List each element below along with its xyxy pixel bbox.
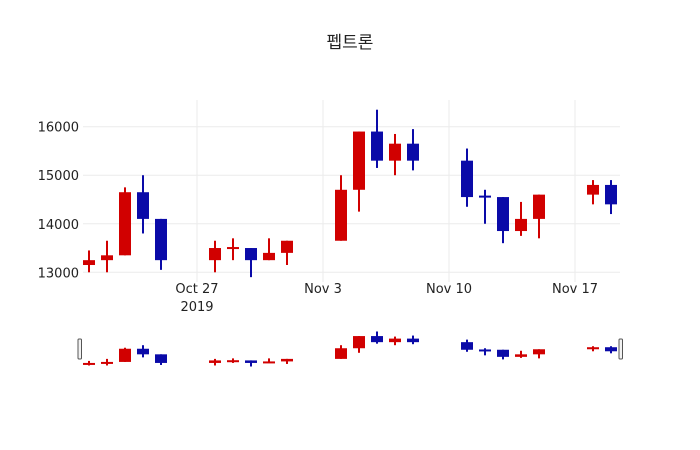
- candle-body: [245, 248, 257, 261]
- slider-candle-body: [119, 348, 131, 362]
- slider-candle-body: [587, 347, 599, 350]
- x-tick-label: Oct 27: [175, 282, 218, 297]
- x-tick-label: Nov 3: [304, 282, 342, 297]
- slider-candle-body: [245, 360, 257, 363]
- slider-candle-body: [263, 361, 275, 364]
- candle-body: [371, 131, 383, 161]
- slider-candle-body: [461, 342, 473, 350]
- slider-candle-body: [407, 338, 419, 343]
- slider-candle-body: [83, 362, 95, 365]
- x-axis: Oct 27 2019 Nov 3 Nov 10 Nov 17: [175, 282, 598, 315]
- slider-candle-body: [533, 349, 545, 355]
- slider-candle-body: [101, 361, 113, 364]
- candle-body: [119, 192, 131, 256]
- candle-body: [227, 247, 239, 250]
- candle-body: [281, 240, 293, 253]
- y-tick-label: 13000: [38, 266, 79, 281]
- candle-body: [209, 248, 221, 261]
- y-tick-label: 16000: [38, 121, 79, 136]
- candle-body: [389, 143, 401, 161]
- y-tick-label: 14000: [38, 218, 79, 233]
- candle-body: [263, 252, 275, 261]
- candle-body: [155, 218, 167, 261]
- gridlines: [83, 100, 620, 282]
- candle-body: [515, 218, 527, 232]
- candle-body: [587, 184, 599, 195]
- candle-body: [407, 143, 419, 161]
- candle-body: [137, 192, 149, 219]
- x-tick-label: Nov 17: [552, 282, 598, 297]
- slider-candle-body: [209, 360, 221, 363]
- range-slider[interactable]: [77, 331, 623, 367]
- main-plot[interactable]: [83, 109, 617, 278]
- slider-candle-body: [389, 338, 401, 343]
- slider-candle-body: [605, 347, 617, 352]
- slider-candle-body: [155, 354, 167, 363]
- candle-body: [353, 131, 365, 190]
- candle-body: [83, 260, 95, 266]
- slider-candle-body: [497, 349, 509, 357]
- chart-title: 펩트론: [327, 33, 374, 53]
- candle-body: [479, 195, 491, 198]
- candle-body: [461, 160, 473, 198]
- y-tick-label: 15000: [38, 169, 79, 184]
- slider-candle-body: [227, 360, 239, 363]
- range-slider-left-handle[interactable]: [77, 338, 82, 360]
- candle-body: [335, 189, 347, 241]
- slider-candle-body: [335, 348, 347, 359]
- candle-body: [533, 194, 545, 219]
- slider-candle-body: [353, 336, 365, 349]
- x-tick-year-label: 2019: [180, 300, 213, 315]
- slider-candle-body: [479, 349, 491, 352]
- range-slider-right-handle[interactable]: [618, 338, 623, 360]
- candle-body: [101, 255, 113, 261]
- candle-body: [605, 184, 617, 205]
- slider-candle-body: [281, 358, 293, 362]
- candle-body: [497, 197, 509, 232]
- slider-candle-body: [515, 354, 527, 357]
- y-axis: 13000 14000 15000 16000: [38, 121, 79, 282]
- slider-candle-body: [137, 348, 149, 355]
- slider-candle-body: [371, 336, 383, 343]
- x-tick-label: Nov 10: [426, 282, 472, 297]
